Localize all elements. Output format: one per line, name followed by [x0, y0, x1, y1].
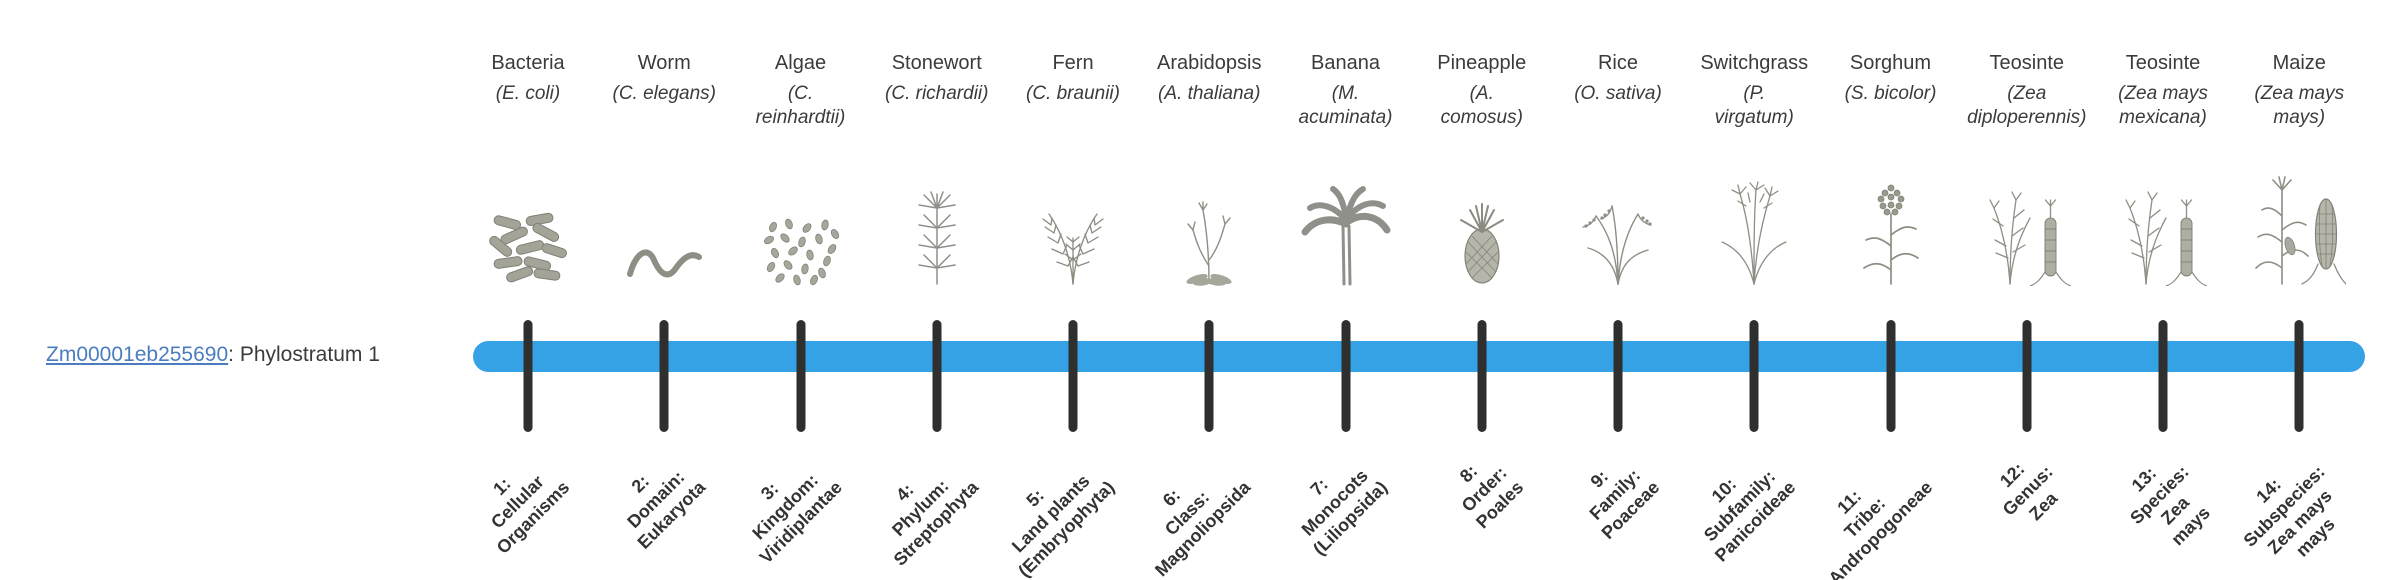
organism-scientific-name: (A. thaliana) [1158, 83, 1261, 104]
phylostratum-column: Arabidopsis (A. thaliana) 6: Class: Magno… [1129, 0, 1289, 580]
organism-name: Algae [774, 52, 827, 74]
timeline-tick [2022, 320, 2032, 432]
phylostratum-rank-label: 14: Subspecies: Zea mays mays [2239, 461, 2339, 561]
gene-phylostratum-label: Zm00001eb255690: Phylostratum 1 [46, 343, 380, 367]
timeline-tick [659, 320, 669, 432]
phylostratum-rank-label: 13: Species: Zea mays [2126, 461, 2214, 550]
timeline-tick [932, 320, 942, 432]
phylostratum-rank-label: 10: Subfamily: Panicoideae [1700, 466, 1800, 566]
algae-illustration-icon [721, 166, 881, 286]
phylostratum-rank-label: 7: Monocots (Liliopsida) [1297, 465, 1391, 560]
timeline-tick [1068, 320, 1078, 432]
phylostratum-rank-label: 6: Class: Magnoliopsida [1151, 477, 1255, 580]
timeline-tick [2158, 320, 2168, 432]
phylostratum-rank-label: 5: Land plants (Embryophyta) [1007, 470, 1119, 580]
pineapple-illustration-icon [1402, 166, 1562, 286]
banana-illustration-icon [1266, 166, 1426, 286]
organism-name: Stonewort [891, 52, 982, 74]
phylostratum-column: Maize (Zea mays mays) 14: Subspecies: Zea… [2219, 0, 2379, 580]
gene-id-link[interactable]: Zm00001eb255690 [46, 343, 229, 366]
fern-illustration-icon [993, 166, 1153, 286]
phylostratum-column: Switchgrass (P. virgatum) 10: Subfamily: … [1674, 0, 1834, 580]
phylostratum-column: Fern (C. braunii) 5: Land plants (Embryop… [993, 0, 1153, 580]
organism-scientific-name: (O. sativa) [1574, 83, 1662, 104]
maize-illustration-icon [2219, 166, 2379, 286]
organism-scientific-name: (Zea mays mays) [2254, 83, 2345, 129]
phylostratum-rank-label: 3: Kingdom: Viridiplantae [748, 469, 846, 568]
organism-name: Teosinte [1989, 52, 2065, 74]
phylostratum-column: Teosinte (Zea mays mexicana) 13: Species:… [2083, 0, 2243, 580]
phylostratum-rank-label: 4: Phylum: Streptophyta [887, 475, 982, 570]
organism-name: Sorghum [1849, 52, 1932, 74]
organism-scientific-name: (A. comosus) [1440, 83, 1523, 129]
bacteria-illustration-icon [448, 166, 608, 286]
organism-name: Banana [1311, 52, 1380, 74]
organism-name: Bacteria [491, 52, 565, 74]
organism-scientific-name: (C. richardii) [885, 83, 989, 104]
organism-scientific-name: (C. braunii) [1026, 83, 1120, 104]
phylostratum-column: Banana (M. acuminata) 7: Monocots (Liliop… [1266, 0, 1426, 580]
timeline-tick [523, 320, 533, 432]
organism-scientific-name: (Zea mays mexicana) [2118, 83, 2208, 129]
organism-scientific-name: (Zea diploperennis) [1967, 83, 2087, 129]
organism-scientific-name: (S. bicolor) [1844, 83, 1937, 104]
timeline-tick [2294, 320, 2304, 432]
phylostratum-column: Pineapple (A. comosus) 8: Order: Poales [1402, 0, 1562, 580]
timeline-tick [1341, 320, 1350, 432]
phylostratum-column: Sorghum (S. bicolor) 11: Tribe: Andropogo… [1811, 0, 1971, 580]
organism-name: Teosinte [2125, 52, 2201, 74]
phylostratum-text: : Phylostratum 1 [228, 343, 380, 366]
phylostratum-column: Worm (C. elegans) 2: Domain: Eukaryota [584, 0, 744, 580]
organism-name: Rice [1597, 52, 1638, 74]
phylostratum-column: Algae (C. reinhardtii) 3: Kingdom: Viridi… [721, 0, 881, 580]
teosinte-illustration-icon [2083, 166, 2243, 286]
timeline-tick [1886, 320, 1895, 432]
rice-illustration-icon [1538, 166, 1698, 286]
organism-name: Worm [637, 52, 691, 74]
organism-name: Pineapple [1437, 52, 1527, 74]
timeline-tick [1477, 320, 1487, 432]
phylostratum-column: Teosinte (Zea diploperennis) 12: Genus: Z… [1947, 0, 2107, 580]
phylostratum-rank-label: 2: Domain: Eukaryota [623, 466, 710, 553]
switchgrass-illustration-icon [1674, 166, 1834, 286]
phylostratum-rank-label: 12: Genus: Zea [1995, 458, 2061, 525]
organism-name: Switchgrass [1700, 52, 1809, 74]
organism-scientific-name: (M. acuminata) [1298, 83, 1393, 129]
timeline-tick [1749, 320, 1759, 432]
phylostrata-bar [473, 341, 2365, 372]
worm-illustration-icon [584, 166, 744, 286]
phylostratum-rank-label: 9: Family: Poaceae [1585, 465, 1664, 543]
organism-name: Maize [2272, 52, 2326, 74]
timeline-tick [1204, 320, 1214, 432]
phylostratum-column: Bacteria (E. coli) 1: Cellular Organisms [448, 0, 608, 580]
timeline-tick [796, 320, 805, 432]
phylostratum-rank-label: 1: Cellular Organisms [486, 471, 574, 558]
sorghum-illustration-icon [1811, 166, 1971, 286]
organism-name: Arabidopsis [1156, 52, 1262, 74]
teosinte-illustration-icon [1947, 166, 2107, 286]
organism-name: Fern [1052, 52, 1094, 74]
organism-scientific-name: (E. coli) [495, 83, 561, 104]
organism-scientific-name: (C. reinhardtii) [755, 83, 846, 129]
phylostratum-column: Stonewort (C. richardii) 4: Phylum: Strep… [857, 0, 1017, 580]
timeline-tick [1613, 320, 1623, 432]
phylostratum-rank-label: 8: Order: Poales [1455, 460, 1527, 533]
organism-scientific-name: (C. elegans) [612, 83, 717, 104]
stonewort-illustration-icon [857, 166, 1017, 286]
phylostratum-rank-label: 11: Tribe: Andropogoneae [1823, 477, 1936, 580]
arabidopsis-illustration-icon [1129, 166, 1289, 286]
phylostratum-column: Rice (O. sativa) 9: Family: Poaceae [1538, 0, 1698, 580]
organism-scientific-name: (P. virgatum) [1714, 83, 1794, 129]
